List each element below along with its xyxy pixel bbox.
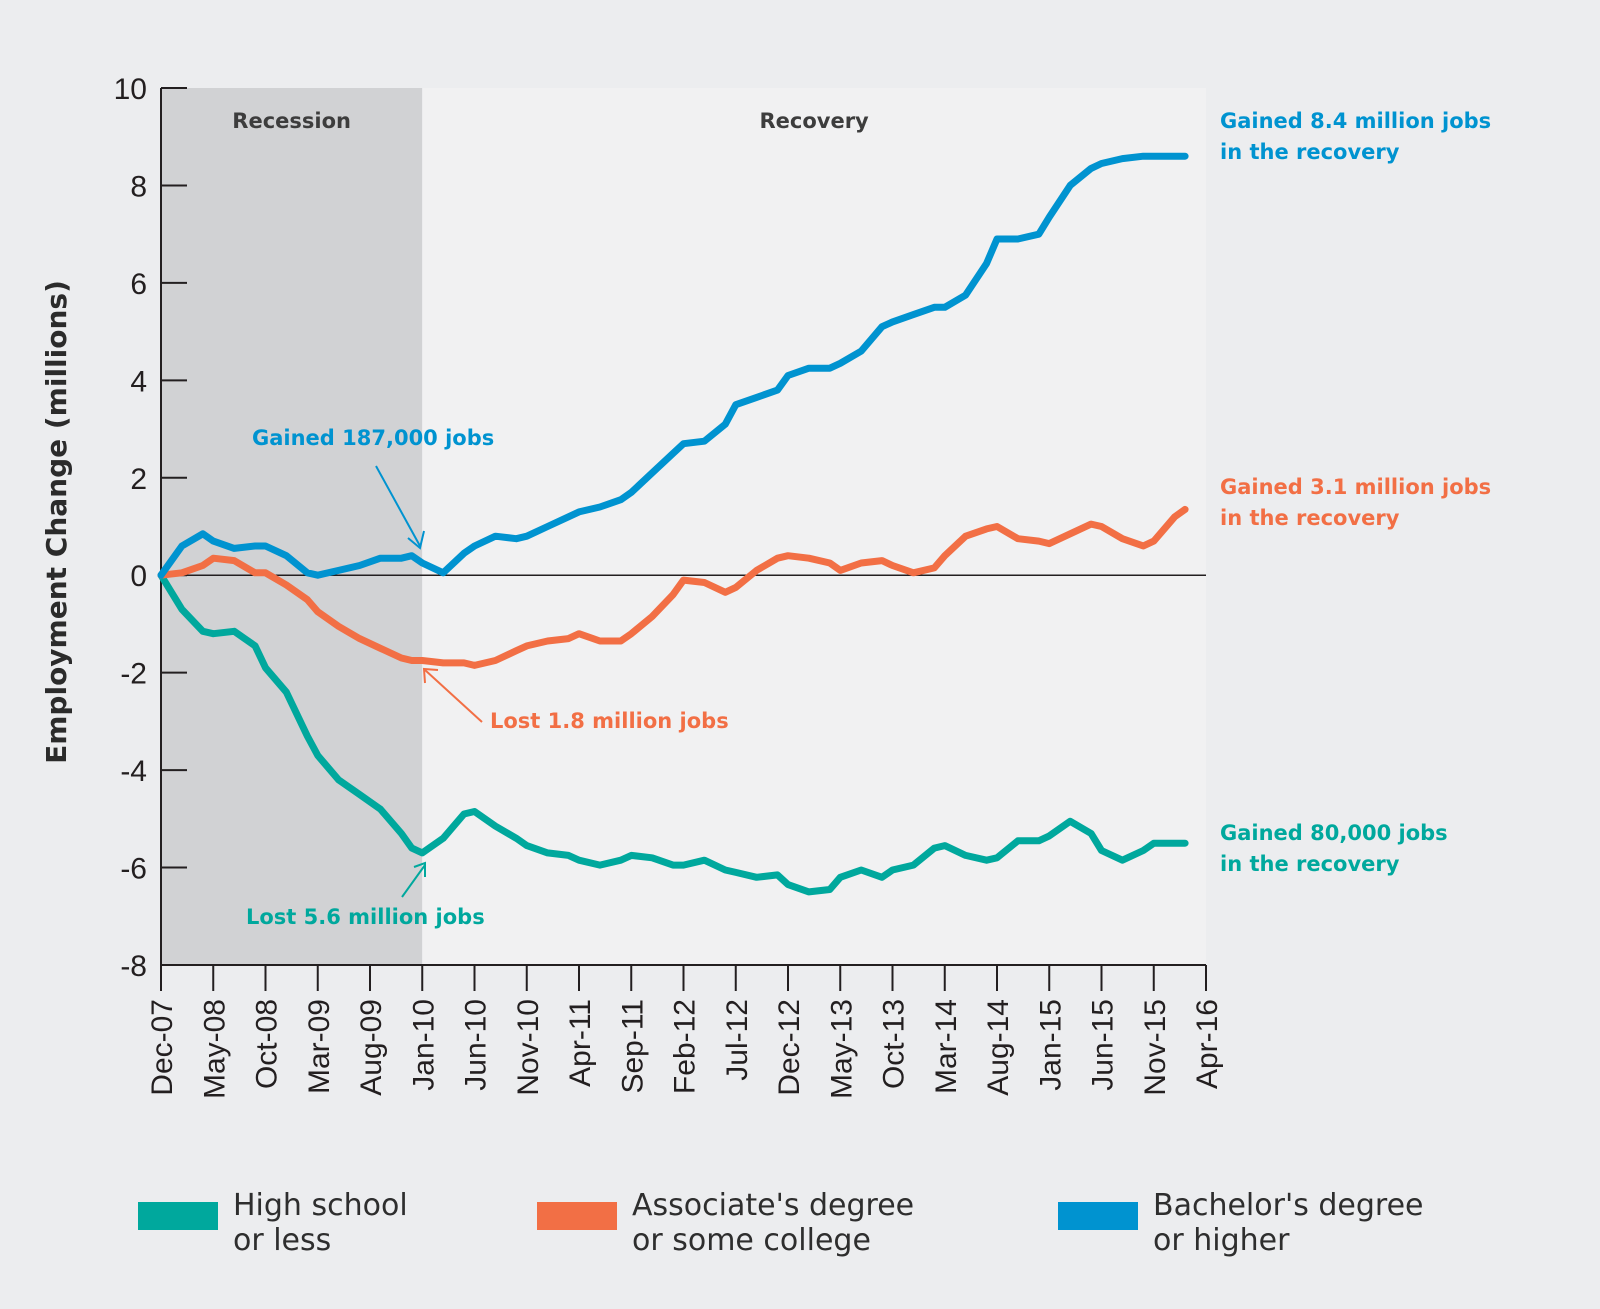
x-tick-label: Oct-13: [878, 999, 911, 1089]
arrowhead-icon: [413, 861, 426, 877]
arrowhead-icon: [407, 530, 425, 550]
series-line-bachelor-s-degree-or-higher: [157, 152, 1189, 579]
y-tick-label: -2: [120, 658, 147, 691]
annotation-highschool-recession: Lost 5.6 million jobs: [246, 905, 485, 929]
annotation-associate-recovery: Gained 3.1 million jobs in the recovery: [1220, 475, 1499, 530]
x-tick-label: Nov-15: [1139, 999, 1172, 1096]
x-tick-label: May-13: [825, 999, 858, 1099]
x-tick-label: Jun-10: [460, 999, 493, 1091]
x-tick-label: Aug-14: [982, 999, 1015, 1096]
x-tick-label: Jul-12: [721, 999, 754, 1081]
x-tick-label: Mar-14: [930, 999, 963, 1094]
recession-shading: [161, 88, 423, 965]
x-tick-label: Jun-15: [1087, 999, 1120, 1091]
x-tick-label: May-08: [198, 999, 231, 1099]
x-tick-label: Jan-15: [1034, 999, 1067, 1091]
annotation-associate-recession: Lost 1.8 million jobs: [490, 709, 729, 733]
legend-swatch: [138, 1202, 218, 1230]
x-tick-label: Mar-09: [303, 999, 336, 1094]
annotation-arrow: [424, 669, 483, 723]
y-tick-label: 0: [130, 560, 147, 593]
y-tick-label: -8: [120, 950, 147, 983]
recovery-label: Recovery: [759, 109, 869, 133]
legend-label: or higher: [1153, 1223, 1290, 1258]
x-tick-label: Dec-12: [773, 999, 806, 1096]
legend-item-associate: Associate's degree or some college: [537, 1188, 952, 1258]
legend-item-high-school: High school or less: [138, 1188, 553, 1258]
legend-swatch: [1058, 1202, 1138, 1230]
annotation-arrow: [375, 465, 421, 547]
legend-swatch: [537, 1202, 617, 1230]
y-axis-label: Employment Change (millions): [40, 280, 73, 764]
x-tick-label: Sep-11: [616, 999, 649, 1094]
recession-label: Recession: [232, 109, 351, 133]
arrowhead-icon: [422, 667, 439, 684]
x-tick-label: Dec-07: [146, 999, 179, 1096]
series-line-associate-s-degree-or-some-college: [157, 505, 1189, 669]
x-tick-label: Jan-10: [407, 999, 440, 1091]
annotation-bachelor-recovery: Gained 8.4 million jobs in the recovery: [1220, 109, 1499, 164]
y-tick-label: -4: [120, 755, 147, 788]
y-tick-label: -6: [120, 853, 147, 886]
legend-label: Bachelor's degree: [1153, 1188, 1424, 1223]
series-line-high-school-or-less: [157, 571, 1189, 896]
x-tick-label: Nov-10: [512, 999, 545, 1096]
y-tick-label: 4: [130, 365, 147, 398]
legend-label: or some college: [632, 1223, 871, 1258]
x-tick-label: Feb-12: [669, 999, 702, 1094]
annotation-arrow: [401, 864, 426, 898]
legend-item-bachelor: Bachelor's degree or higher: [1058, 1188, 1473, 1258]
legend-label: or less: [233, 1223, 332, 1258]
legend-label: Associate's degree: [632, 1188, 915, 1223]
y-tick-label: 8: [130, 170, 147, 203]
x-tick-label: Aug-09: [355, 999, 388, 1096]
y-tick-label: 6: [130, 268, 147, 301]
annotation-highschool-recovery: Gained 80,000 jobs in the recovery: [1220, 821, 1455, 876]
annotation-bachelor-recession: Gained 187,000 jobs: [252, 426, 494, 450]
x-tick-label: Oct-08: [251, 999, 284, 1089]
legend-label: High school: [233, 1188, 408, 1223]
y-tick-label: 2: [130, 463, 147, 496]
x-tick-label: Apr-11: [564, 999, 597, 1087]
y-tick-label: 10: [114, 73, 147, 106]
x-tick-label: Apr-16: [1191, 999, 1224, 1089]
